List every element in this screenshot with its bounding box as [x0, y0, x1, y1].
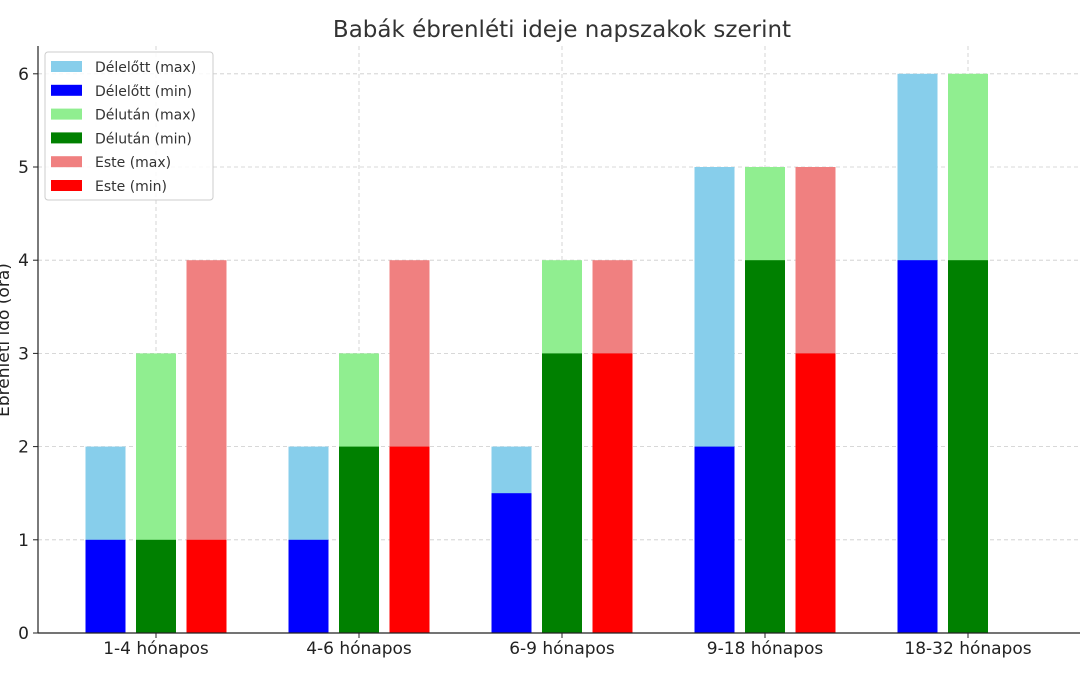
bar-min	[136, 539, 176, 633]
axes	[37, 46, 1080, 634]
y-tick-label: 6	[18, 65, 29, 85]
legend-swatch	[51, 156, 82, 168]
legend-box	[44, 51, 214, 201]
y-tick-label: 5	[18, 158, 29, 178]
legend-label: Este (min)	[95, 179, 167, 195]
legend-swatch	[51, 180, 82, 191]
legend-swatch	[51, 132, 82, 144]
y-tick-label: 0	[18, 624, 29, 644]
bar-min	[288, 539, 329, 633]
legend-swatch	[51, 84, 82, 96]
bar-min	[795, 353, 836, 633]
y-tick-label: 3	[18, 344, 29, 364]
bar-min	[85, 539, 126, 633]
x-tick-label: 18-32 hónapos	[904, 639, 1031, 659]
bar-min	[948, 260, 988, 633]
legend-label: Délután (max)	[95, 108, 196, 124]
legend-label: Délután (min)	[95, 131, 192, 147]
bar-min	[339, 446, 379, 633]
x-tick-label: 1-4 hónapos	[103, 639, 209, 659]
bar-min	[542, 353, 582, 633]
bar-min	[745, 260, 785, 633]
bar-min	[186, 539, 227, 633]
bar-min	[694, 446, 735, 633]
bar-min	[491, 493, 532, 633]
x-tick-label: 4-6 hónapos	[306, 639, 412, 659]
legend-label: Este (max)	[95, 155, 171, 171]
x-tick-label: 6-9 hónapos	[509, 639, 615, 659]
y-tick-label: 1	[18, 531, 29, 551]
legend: Délelőtt (max) Délelőtt (min) Délután (max…	[44, 51, 214, 201]
bar-min	[592, 353, 633, 633]
bar-min	[389, 446, 430, 633]
y-tick-label: 2	[18, 438, 29, 458]
y-axis-label: Ébrenléti idő (óra)	[0, 263, 14, 417]
x-tick-label: 9-18 hónapos	[707, 639, 824, 659]
bar-min	[897, 260, 938, 633]
legend-label: Délelőtt (max)	[95, 60, 196, 76]
y-ticks: 0 1 2 3 4 5 6	[18, 65, 38, 644]
legend-label: Délelőtt (min)	[95, 84, 192, 100]
bars	[85, 73, 988, 634]
y-tick-label: 4	[18, 251, 29, 271]
legend-swatch	[51, 108, 82, 120]
chart-title: Babák ébrenléti ideje napszakok szerint	[333, 17, 791, 43]
x-ticks: 1-4 hónapos 4-6 hónapos 6-9 hónapos 9-18 hó…	[103, 633, 1032, 659]
legend-swatch	[51, 61, 82, 72]
